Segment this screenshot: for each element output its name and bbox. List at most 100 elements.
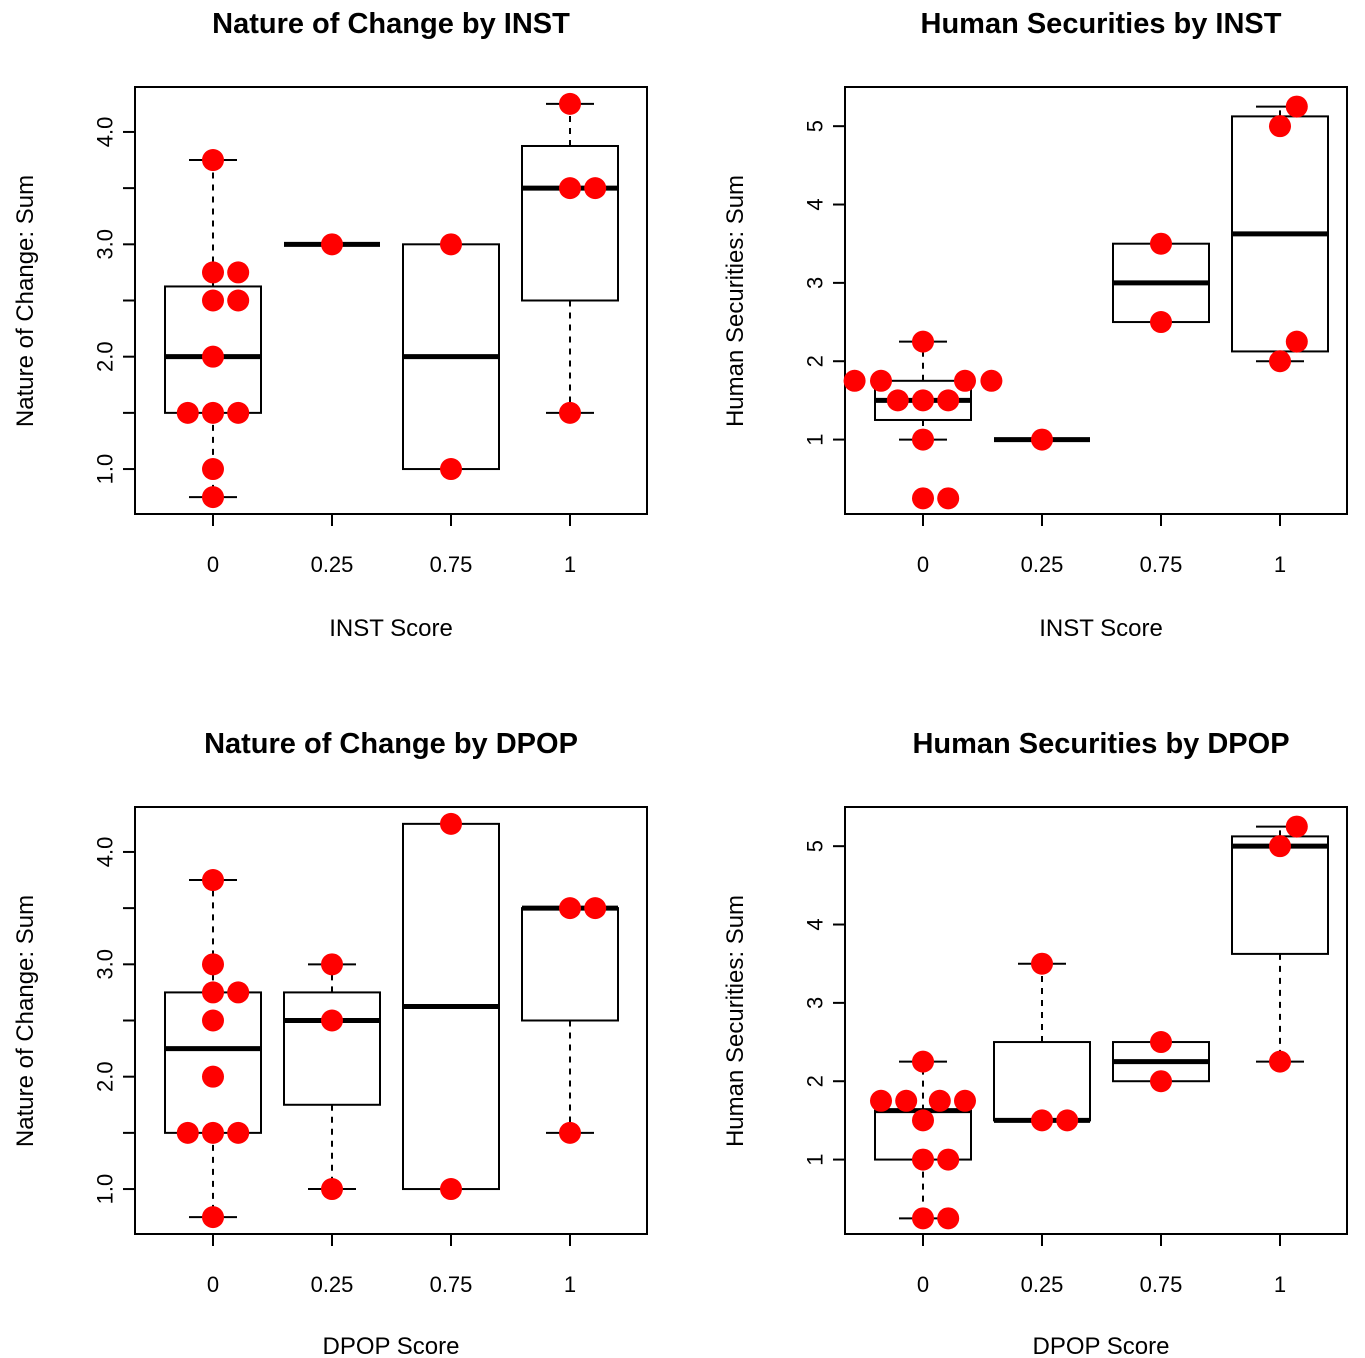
data-point [937,487,960,510]
chart-title: Human Securities by DPOP [912,728,1289,760]
data-point [202,289,224,312]
y-tick-label: 4 [803,918,828,930]
data-point [321,953,343,976]
data-point [321,233,343,256]
data-point [912,428,934,451]
data-point [202,458,224,481]
data-point [202,1009,224,1032]
y-axis-label: Human Securities: Sum [722,175,749,427]
data-point [1269,835,1291,858]
x-tick-label: 0 [207,552,219,577]
data-point [937,389,960,412]
box-1 [521,905,619,1134]
box-0 [164,879,262,1219]
x-tick-label: 0.25 [311,552,354,577]
chart-title: Human Securities by INST [921,8,1282,40]
box-0 [164,159,262,499]
data-point [176,1121,199,1144]
x-tick-label: 0.25 [1021,1272,1064,1297]
x-tick-label: 1 [1274,552,1286,577]
x-tick-label: 0 [207,1272,219,1297]
data-point [202,261,224,284]
data-point [559,1121,581,1144]
data-point [202,1065,224,1088]
y-tick-label: 4 [803,198,828,210]
plot-frame [844,86,1348,515]
x-axis-label: DPOP Score [1033,1333,1170,1358]
data-point [440,458,462,481]
box-1 [521,102,619,414]
x-tick-label: 0.25 [311,1272,354,1297]
data-point [1150,1031,1172,1054]
x-tick-label: 1 [564,552,576,577]
box-body [521,907,619,1022]
data-point [1031,428,1053,451]
data-point [559,177,581,200]
data-point [559,92,581,115]
x-tick-label: 1 [564,1272,576,1297]
data-point [440,1178,462,1201]
data-point [227,289,250,312]
y-tick-label: 1.0 [93,454,118,485]
y-tick-label: 4.0 [93,117,118,148]
y-tick-label: 2.0 [93,341,118,372]
box-body [521,144,619,302]
data-point [870,369,892,392]
box-1 [1231,105,1329,363]
data-point [895,1089,918,1112]
box-0.25 [283,963,381,1191]
data-point [227,981,250,1004]
data-point [440,812,462,835]
data-point [202,345,224,368]
box-0.75 [402,822,500,1191]
box-0.75 [402,243,500,471]
box-body [283,991,381,1106]
y-axis-label: Nature of Change: Sum [12,175,39,427]
data-point [559,897,581,920]
data-point [937,1207,960,1230]
x-axis-label: INST Score [329,615,453,642]
data-point [202,486,224,509]
y-tick-label: 2 [803,1075,828,1087]
x-tick-label: 0 [917,552,929,577]
y-tick-label: 5 [803,840,828,852]
data-point [912,1148,934,1171]
data-point [1269,350,1291,373]
data-point [843,369,866,392]
panel-human-by-inst: Human Securities by INST INST Score Huma… [722,8,1348,642]
data-point [1285,95,1308,118]
data-point [937,1148,960,1171]
data-point [321,1178,343,1201]
data-point [1150,1070,1172,1093]
data-point [1269,1050,1291,1073]
data-point [912,330,934,353]
data-point [440,233,462,256]
data-point [1031,1109,1053,1132]
y-tick-label: 3 [803,277,828,289]
data-point [886,389,909,412]
box-1 [1231,825,1329,1063]
data-point [1269,115,1291,138]
y-axis-label: Human Securities: Sum [722,895,749,1147]
data-point [1150,311,1172,334]
x-tick-label: 0 [917,1272,929,1297]
box-0 [874,1060,972,1220]
data-point [1056,1109,1079,1132]
data-point [1031,952,1053,975]
y-tick-label: 4.0 [93,837,118,868]
chart-title: Nature of Change by DPOP [204,728,578,760]
y-tick-label: 1 [803,433,828,445]
data-point [202,401,224,424]
data-point [870,1089,892,1112]
x-tick-label: 0.75 [430,552,473,577]
data-point [912,389,934,412]
y-tick-label: 1 [803,1153,828,1165]
y-tick-label: 3.0 [93,949,118,980]
box-0.25 [993,962,1091,1123]
data-point [202,981,224,1004]
y-tick-label: 3 [803,997,828,1009]
data-point [321,1009,343,1032]
data-point [1285,815,1308,838]
data-point [202,149,224,172]
